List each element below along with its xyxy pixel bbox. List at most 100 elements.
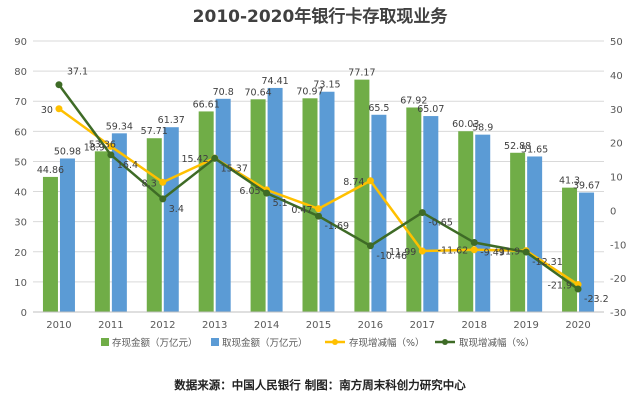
bar-data-label: 73.15 [313,80,340,91]
bar-data-label: 41.3 [559,176,580,187]
bar-data-label: 51.65 [521,144,548,155]
line-point [366,242,374,250]
x-tick-label: 2012 [150,320,175,331]
bar-data-label: 39.67 [573,181,600,192]
x-tick-label: 2020 [565,320,590,331]
bar-data-label: 52.88 [504,141,531,152]
line-data-label: 0.47 [291,205,312,216]
bar-withdraw [163,127,179,312]
bar-data-label: 58.9 [472,123,493,134]
x-tick-label: 2011 [98,320,123,331]
bar-withdraw [423,116,439,312]
x-tick-label: 2017 [410,320,435,331]
bar-data-label: 44.86 [37,165,64,176]
bar-withdraw [59,158,75,312]
line-point [55,105,63,113]
line-data-label: -1.69 [325,221,350,232]
y-right-tick-label: -30 [610,308,626,319]
y-left-tick-label: 90 [14,37,27,48]
line-point [107,142,115,150]
bar-withdraw [215,98,231,313]
bar-withdraw [475,134,491,312]
legend-label: 取现增减幅（%） [459,337,535,349]
legend: 存现金额（万亿元） 取现金额（万亿元） 存现增减幅（%） 取现增减幅（%） [101,337,535,349]
legend-label: 取现金额（万亿元） [222,337,308,349]
data-labels: 44.86 53.36 57.71 66.61 70.64 70.97 77.17 67.92… [37,67,609,305]
bar-data-label: 59.34 [106,121,133,132]
x-tick-label: 2010 [46,320,71,331]
source-note: 数据来源：中国人民银行 制图：南方周末科创力研究中心 [174,378,466,392]
bar-withdraw [319,91,335,313]
y-right-tick-label: 40 [610,71,623,82]
y-left-tick-label: 60 [14,127,27,138]
line-data-label: -21.9 [547,281,572,292]
bar-withdraw [579,192,595,312]
bar-deposit [562,187,578,312]
x-tick-label: 2015 [306,320,331,331]
line-point [366,177,374,185]
bar-data-label: 70.8 [213,87,234,98]
axes: 0 10 20 30 40 50 60 70 80 90 -30 -20 -10 0 10 20 30 40 50 2… [14,37,626,331]
y-left-tick-label: 10 [14,278,27,289]
line-point [574,285,582,293]
bar-data-label: 67.92 [400,95,427,106]
legend-swatch [101,338,109,346]
bar-deposit [42,176,58,312]
bars [42,79,595,313]
line-point [418,247,426,255]
line-point [55,81,63,89]
line-data-label: 15.42 [181,154,208,165]
bar-deposit [146,138,162,312]
line-data-label: -12.31 [532,257,563,268]
line-data-label: 5.1 [273,198,288,209]
legend-swatch [211,338,219,346]
y-left-tick-label: 20 [14,248,27,259]
bar-deposit [354,79,370,312]
bar-data-label: 65.07 [417,104,444,115]
bar-deposit [458,131,474,312]
bar-withdraw [371,114,387,313]
y-right-tick-label: 50 [610,37,623,48]
line-data-label: -0.65 [428,218,453,229]
line-point [315,212,322,220]
line-data-label: -11.62 [438,246,469,257]
y-left-tick-label: 50 [14,157,27,168]
x-tick-label: 2019 [513,320,538,331]
line-data-label: 8.74 [343,177,364,188]
line-point [159,195,167,203]
legend-marker [332,339,338,345]
bar-withdraw [111,133,127,312]
line-data-label: 3.4 [169,204,184,215]
bar-deposit [510,152,526,312]
bar-withdraw [267,87,283,312]
line-data-label: 18.9 [84,142,105,153]
line-point [211,154,219,162]
line-data-label: -9.49 [480,248,505,259]
legend-label: 存现增减幅（%） [349,337,425,349]
y-right-tick-label: -10 [610,240,626,251]
bar-deposit [250,99,266,313]
bar-deposit [94,151,110,312]
bar-data-label: 65.5 [368,103,389,114]
bar-withdraw [527,156,543,312]
bar-deposit [198,111,214,312]
line-data-label: 15.37 [221,163,248,174]
x-tick-label: 2018 [462,320,487,331]
grid [33,40,604,313]
line-data-label: 16.4 [117,160,138,171]
line-point [107,151,115,159]
bar-deposit [406,107,422,312]
x-tick-label: 2016 [358,320,383,331]
line-point [470,246,478,254]
line-data-label: 37.1 [67,67,88,78]
line-point [263,189,271,197]
bar-data-label: 60.03 [452,119,479,130]
bar-data-label: 61.37 [158,115,185,126]
line-point [418,209,426,217]
y-right-tick-label: 0 [610,206,616,217]
y-left-tick-label: 0 [21,308,27,319]
line-point [315,205,322,213]
line-point [522,248,530,256]
line-point [159,178,167,186]
